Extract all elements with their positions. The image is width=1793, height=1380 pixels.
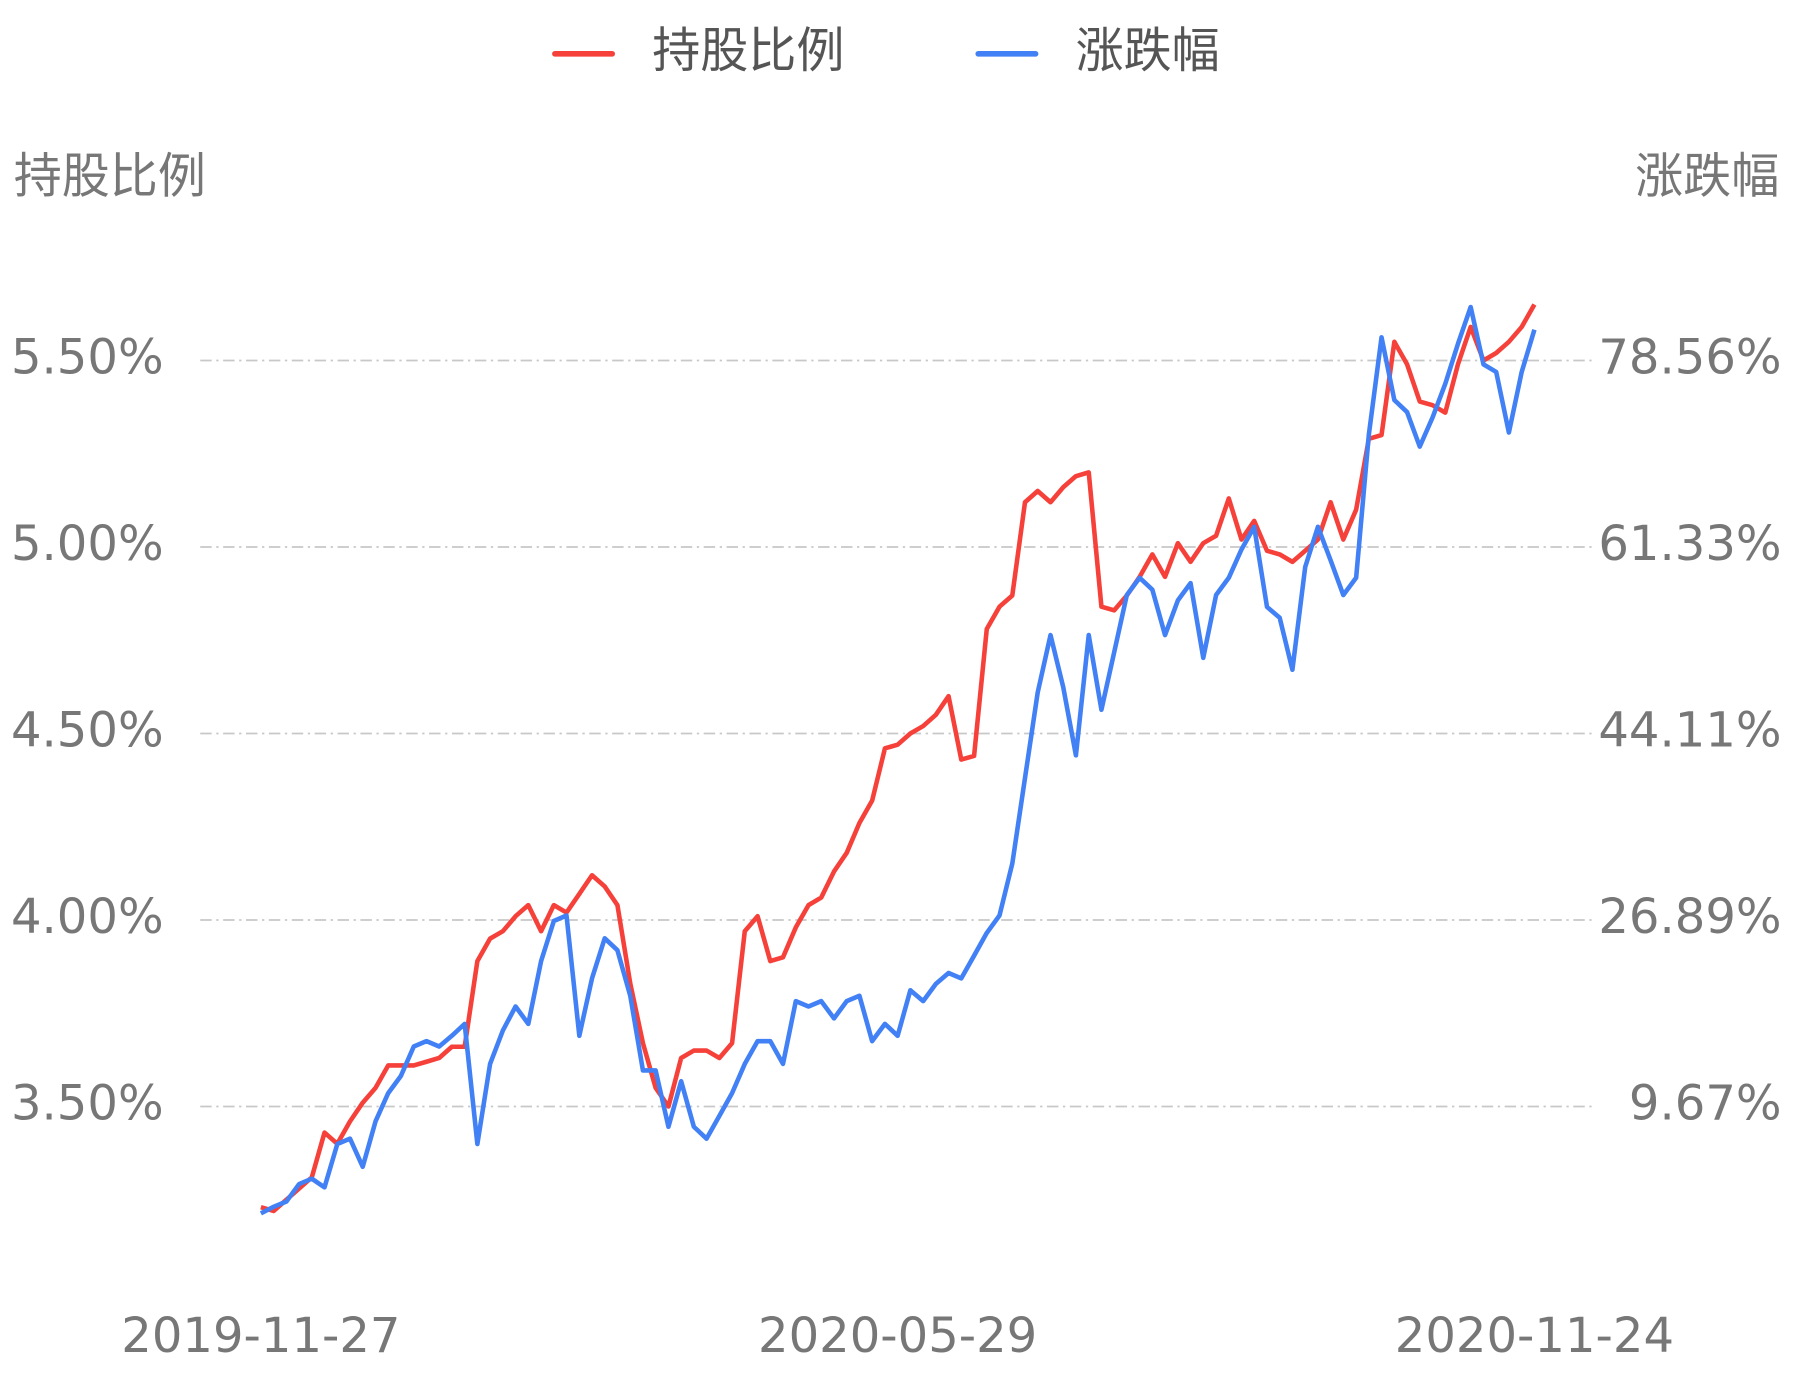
x-tick-label: 2019-11-27	[121, 1308, 400, 1364]
y-tick-label: 5.00%	[11, 516, 164, 572]
y-tick-label: 3.50%	[11, 1075, 164, 1131]
y-tick-label: 4.00%	[11, 889, 164, 945]
y2-tick-label: 78.56%	[1598, 329, 1781, 385]
y2-tick-label: 26.89%	[1598, 889, 1781, 945]
y2-axis-title: 涨跌幅	[1635, 149, 1779, 205]
y2-tick-label: 44.11%	[1598, 703, 1781, 759]
y2-tick-label: 9.67%	[1629, 1075, 1782, 1131]
y-axis-title: 持股比例	[14, 149, 206, 205]
y-tick-label: 4.50%	[11, 702, 164, 758]
series-line	[259, 304, 1537, 1216]
x-tick-label: 2020-05-29	[758, 1308, 1037, 1364]
legend-label: 持股比例	[652, 23, 844, 79]
legend-label: 涨跌幅	[1076, 23, 1220, 79]
x-tick-label: 2020-11-24	[1395, 1308, 1674, 1364]
y-tick-label: 5.50%	[11, 329, 164, 385]
y2-tick-label: 61.33%	[1598, 516, 1781, 572]
series-line	[260, 303, 1537, 1214]
